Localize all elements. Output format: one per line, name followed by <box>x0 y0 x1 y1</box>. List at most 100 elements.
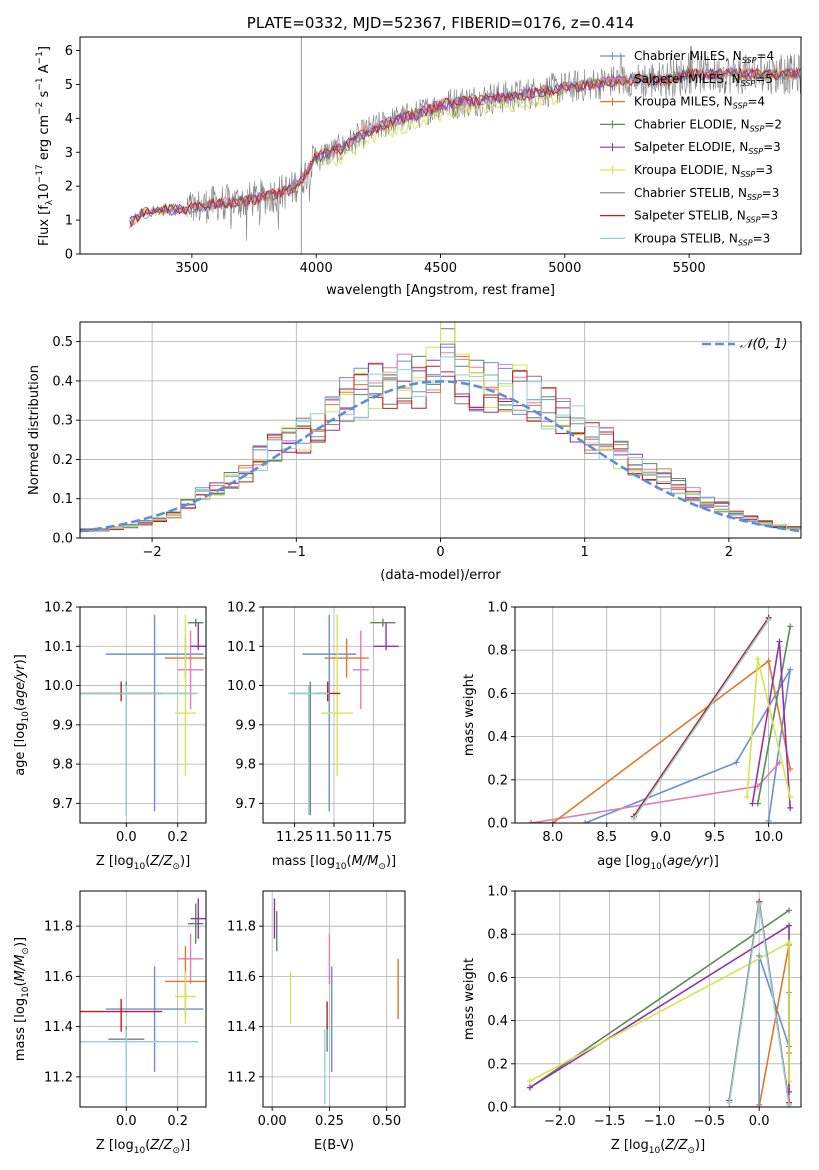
plot-area <box>288 614 399 816</box>
x-axis-label: Z [log10(Z/Z⊙)] <box>96 854 190 872</box>
label-part: 10 <box>21 711 31 723</box>
histogram-series <box>80 356 801 538</box>
y-tick-label: 10.2 <box>44 601 73 616</box>
legend-label-part: SSP <box>747 193 762 202</box>
panel-0: 3500 4000 4500 5000 5500 0 1 2 3 4 5 6 PLATE=0332, M… <box>35 14 802 298</box>
x-axis-label: wavelength [Angstrom, rest frame] <box>326 283 555 298</box>
x-tick-label: 3500 <box>175 261 208 276</box>
label-part: −17 <box>35 164 45 183</box>
y-tick-label: 0.8 <box>487 644 508 659</box>
y-tick-label: 9.8 <box>235 758 256 773</box>
y-tick-label: 0.2 <box>52 453 73 468</box>
x-tick-label: 11.50 <box>315 830 352 845</box>
legend-label-part: =3 <box>755 163 773 177</box>
axes-frame <box>262 890 406 1108</box>
label-part: ( <box>662 854 667 869</box>
label-part: −2 <box>35 102 45 115</box>
legend-label-part: =3 <box>753 231 771 245</box>
label-part: 10 <box>21 986 31 998</box>
legend-label-part: =5 <box>755 72 773 86</box>
label-part: Z [log <box>96 854 134 869</box>
weight-line <box>584 669 791 823</box>
label-part: erg cm <box>37 115 52 164</box>
y-tick-label: 11.8 <box>44 920 73 935</box>
y-tick-label: 10.2 <box>227 601 256 616</box>
legend-label-part: Chabrier ELODIE, N <box>634 117 750 131</box>
x-tick-label: 8.5 <box>596 830 617 845</box>
x-tick-label: 0.0 <box>749 1114 770 1129</box>
y-axis-label: age [log10(age/yr)] <box>13 654 31 776</box>
label-part: Z [log <box>96 1138 134 1153</box>
y-tick-label: 1 <box>65 214 73 229</box>
y-tick-label: 6 <box>65 44 73 59</box>
plot-area <box>526 898 793 1107</box>
y-tick-label: 10.1 <box>227 640 256 655</box>
y-tick-label: 11.6 <box>44 970 73 985</box>
legend-label-part: Kroupa STELIB, N <box>634 231 738 245</box>
label-part: Z [log <box>611 1138 649 1153</box>
label-part: )] <box>386 854 396 869</box>
label-part: )] <box>180 1138 190 1153</box>
legend-label-part: Salpeter MILES, N <box>634 72 741 86</box>
x-tick-label: 11.75 <box>355 830 392 845</box>
label-part: ] <box>37 46 52 51</box>
y-tick-label: 10.0 <box>227 679 256 694</box>
legend-label-part: Chabrier MILES, N <box>634 49 742 63</box>
label-part: 10 <box>134 1146 146 1156</box>
plot-area <box>528 614 794 823</box>
plot-area <box>80 614 206 816</box>
y-axis-label: mass weight <box>462 674 477 756</box>
y-tick-label: 0.4 <box>487 730 508 745</box>
label-part: 10 <box>335 862 347 872</box>
x-tick-label: 0.00 <box>258 1114 287 1129</box>
y-tick-label: 0.2 <box>487 773 508 788</box>
y-tick-label: 0.4 <box>52 374 73 389</box>
legend-label-part: SSP <box>746 216 761 225</box>
label-part: Z/Z <box>149 1138 173 1153</box>
label-part: −1 <box>35 51 45 64</box>
legend-label: Kroupa ELODIE, NSSP=3 <box>634 163 773 179</box>
x-tick-label: −1.0 <box>644 1114 676 1129</box>
legend-label: Salpeter ELODIE, NSSP=3 <box>634 140 781 156</box>
legend-label: Salpeter MILES, NSSP=5 <box>634 72 773 88</box>
label-part: 10 <box>649 1146 661 1156</box>
legend-label-part: Salpeter ELODIE, N <box>634 140 748 154</box>
label-part: 10 <box>650 862 662 872</box>
x-tick-label: −1.5 <box>594 1114 626 1129</box>
panel-6: 0.00 0.25 0.50 11.2 11.4 11.6 11.8 E(B-V) <box>227 890 406 1153</box>
y-tick-label: 10.1 <box>44 640 73 655</box>
legend-label: Salpeter STELIB, NSSP=3 <box>634 209 778 225</box>
x-tick-label: 9.0 <box>650 830 671 845</box>
x-tick-label: −0.5 <box>694 1114 726 1129</box>
y-axis-label: Flux [fλ10−17 erg cm−2 s−1 A−1] <box>35 46 55 246</box>
label-part: age [log <box>13 723 28 776</box>
x-tick-label: 4000 <box>300 261 333 276</box>
x-tick-label: −2 <box>143 545 162 560</box>
y-tick-label: 11.6 <box>227 970 256 985</box>
legend-label-part: SSP <box>748 147 763 156</box>
label-part: )] <box>695 1138 705 1153</box>
spectrum-model-line <box>129 67 801 228</box>
label-part: A <box>37 64 52 77</box>
label-part: M/M <box>352 854 379 869</box>
x-tick-label: 4500 <box>424 261 457 276</box>
label-part: M/M <box>13 955 28 982</box>
label-part: ( <box>145 854 150 869</box>
y-tick-label: 0.0 <box>487 817 508 832</box>
y-tick-label: 11.2 <box>227 1070 256 1085</box>
x-axis-label: (data-model)/error <box>380 568 501 583</box>
x-tick-label: −2.0 <box>544 1114 576 1129</box>
y-tick-label: 0.4 <box>487 1014 508 1029</box>
label-part: s <box>37 90 52 101</box>
panel-1: −2 −1 0 1 2 0.0 0.1 0.2 0.3 0.4 0.5 (data-model)/er… <box>27 321 802 583</box>
label-part: ( <box>13 706 28 711</box>
x-tick-label: 1 <box>581 545 589 560</box>
legend-label: Chabrier STELIB, NSSP=3 <box>634 186 779 202</box>
y-tick-label: 0.0 <box>52 532 73 547</box>
y-tick-label: 0.6 <box>487 687 508 702</box>
legend-label: Chabrier ELODIE, NSSP=2 <box>634 117 782 133</box>
x-tick-label: 8.0 <box>542 830 563 845</box>
legend-label-part: =4 <box>747 95 765 109</box>
x-tick-label: 0.2 <box>167 1114 188 1129</box>
